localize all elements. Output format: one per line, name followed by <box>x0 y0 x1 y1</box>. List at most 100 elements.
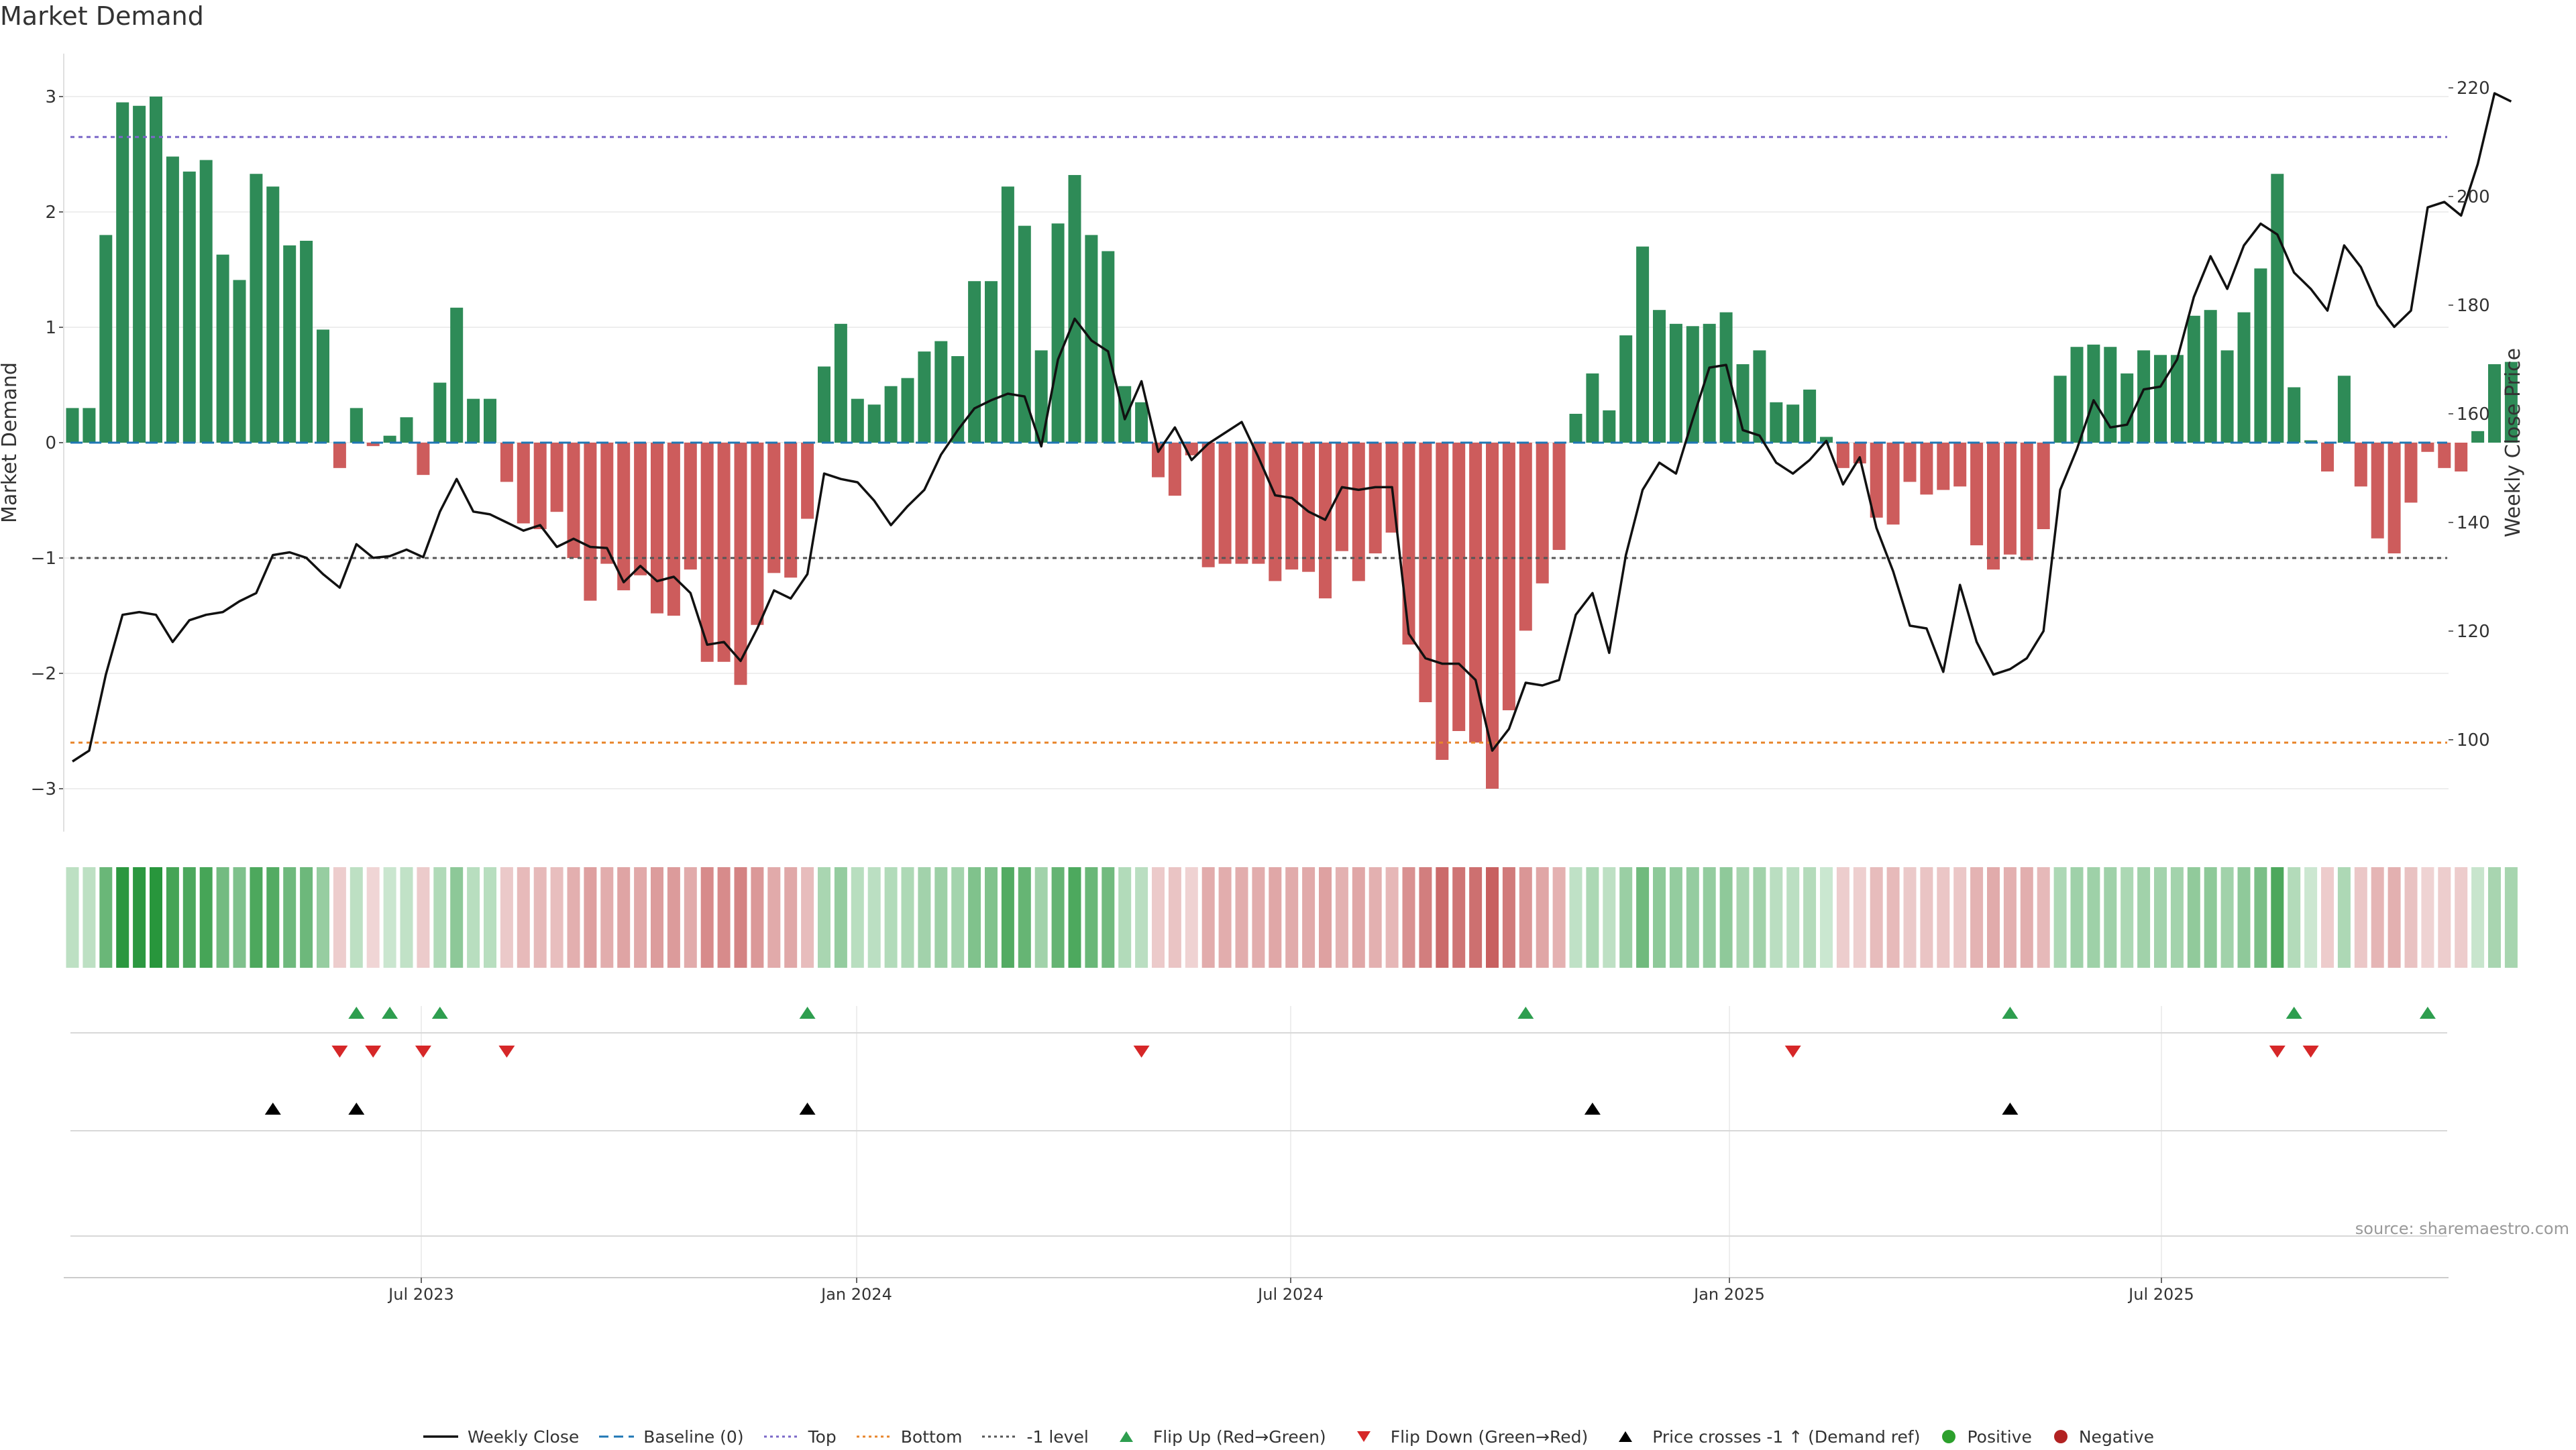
heat-cell <box>1886 867 1900 968</box>
demand-bar <box>901 378 914 443</box>
heat-cell <box>2321 867 2334 968</box>
demand-bar <box>1519 443 1532 631</box>
y2-tick-label: 160 <box>2457 404 2490 425</box>
demand-bar <box>1168 443 1181 496</box>
heat-cell <box>166 867 179 968</box>
demand-bar <box>818 366 830 443</box>
demand-bar <box>199 160 213 443</box>
heat-cell <box>484 867 496 968</box>
demand-bar <box>1201 443 1215 567</box>
demand-bar <box>300 241 313 443</box>
heat-cell <box>1452 867 1466 968</box>
y2-tick-label: 200 <box>2457 187 2490 207</box>
demand-bar <box>968 281 981 443</box>
weekly-close-line <box>72 92 2512 763</box>
heat-cell <box>2504 867 2518 968</box>
heat-cell <box>1135 867 1148 968</box>
heat-cell <box>985 867 998 968</box>
x-tick-label: Jan 2025 <box>1693 1285 1765 1304</box>
heat-cell <box>1586 867 1599 968</box>
demand-bar <box>2438 443 2451 468</box>
heat-cell <box>1218 867 1232 968</box>
heat-cell <box>1569 867 1582 968</box>
heat-cell <box>717 867 731 968</box>
heat-cell <box>216 867 229 968</box>
demand-bar <box>1034 350 1048 443</box>
heat-cell <box>901 867 914 968</box>
demand-bar <box>867 404 881 443</box>
demand-bar <box>366 443 380 447</box>
demand-bar <box>1469 443 1483 743</box>
heat-cell <box>934 867 948 968</box>
demand-bar <box>216 254 229 443</box>
demand-bar <box>2070 347 2084 443</box>
heat-cell <box>2371 867 2384 968</box>
heat-cell <box>801 867 814 968</box>
heat-cell <box>1034 867 1048 968</box>
price-cross-marker <box>2002 1103 2019 1115</box>
demand-bar <box>751 443 764 625</box>
legend-label: Baseline (0) <box>643 1427 744 1447</box>
heat-cell <box>1536 867 1549 968</box>
heat-cell <box>818 867 830 968</box>
demand-bar <box>2154 355 2167 443</box>
demand-bar <box>1987 443 2000 570</box>
heat-cell <box>2237 867 2251 968</box>
demand-bar <box>1686 326 1699 443</box>
heat-cell <box>2354 867 2367 968</box>
demand-bar <box>1302 443 1316 572</box>
heat-cell <box>350 867 363 968</box>
y2-tick-label: 220 <box>2457 78 2490 99</box>
heat-cell <box>433 867 447 968</box>
demand-bar <box>2254 268 2267 443</box>
demand-bar <box>600 443 614 564</box>
demand-bar <box>150 97 162 443</box>
demand-bar <box>1285 443 1299 570</box>
heat-cell <box>1970 867 1984 968</box>
demand-bar <box>2087 344 2100 443</box>
heat-cell <box>1436 867 1449 968</box>
demand-bar <box>533 443 547 529</box>
heat-cell <box>2204 867 2217 968</box>
heat-cell <box>1937 867 1950 968</box>
heat-cell <box>1269 867 1282 968</box>
demand-bar <box>1352 443 1365 581</box>
demand-bar <box>1753 350 1766 443</box>
demand-bar <box>2137 350 2151 443</box>
flip-down-marker <box>498 1046 515 1058</box>
heat-cell <box>2070 867 2084 968</box>
heat-cell <box>584 867 597 968</box>
heat-cell <box>1686 867 1699 968</box>
heat-cell <box>1736 867 1750 968</box>
heat-cell <box>400 867 413 968</box>
demand-bar <box>1820 437 1833 443</box>
heat-cell <box>1152 867 1165 968</box>
demand-bar <box>2371 443 2384 539</box>
heat-cell <box>667 867 680 968</box>
heat-cell <box>1669 867 1682 968</box>
legend-label: Flip Up (Red→Green) <box>1152 1427 1326 1447</box>
demand-bar <box>2204 310 2217 443</box>
heat-cell <box>1653 867 1666 968</box>
heat-cell <box>2170 867 2184 968</box>
legend-label: Bottom <box>900 1427 963 1447</box>
legend-label: Negative <box>2078 1427 2155 1447</box>
heat-cell <box>1201 867 1215 968</box>
demand-bar <box>2304 440 2318 443</box>
demand-bar <box>985 281 998 443</box>
heat-cell <box>2387 867 2401 968</box>
heat-cell <box>784 867 798 968</box>
heat-cell <box>233 867 246 968</box>
demand-bar <box>1051 223 1065 443</box>
heat-cell <box>1519 867 1532 968</box>
demand-bar <box>584 443 597 601</box>
demand-bar <box>484 398 496 443</box>
heat-cell <box>2003 867 2017 968</box>
demand-bar <box>851 398 864 443</box>
y-tick-label: 0 <box>45 433 56 453</box>
demand-bar <box>333 443 346 468</box>
demand-bar <box>651 443 663 614</box>
demand-bar <box>1536 443 1549 583</box>
heat-cell <box>283 867 297 968</box>
demand-bar <box>1736 364 1750 443</box>
